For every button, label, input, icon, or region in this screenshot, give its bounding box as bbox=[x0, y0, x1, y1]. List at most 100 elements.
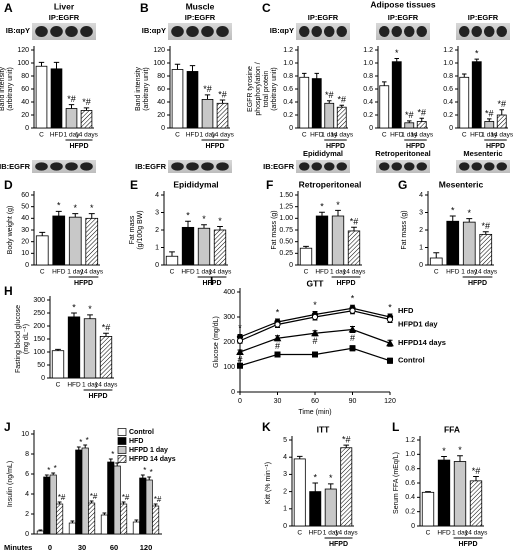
bar bbox=[379, 85, 390, 129]
bar bbox=[429, 257, 443, 266]
y-tick-label: 0.6 bbox=[443, 86, 453, 93]
error-bar bbox=[327, 100, 332, 104]
significance: *# bbox=[417, 108, 426, 118]
significance: * bbox=[57, 201, 61, 211]
marker bbox=[236, 347, 244, 355]
error-bar bbox=[55, 210, 62, 216]
y-tick-label: 0.8 bbox=[363, 73, 373, 80]
y-axis-label: Body weight (g) bbox=[7, 206, 14, 255]
blot-side-label: IB:αpY bbox=[142, 26, 166, 35]
error-bar bbox=[319, 211, 325, 216]
bar bbox=[36, 530, 44, 535]
x-tick-label: 14 days bbox=[343, 269, 367, 276]
x-tick-label: 60 bbox=[311, 398, 319, 405]
error-bar bbox=[327, 483, 334, 490]
blot-band bbox=[324, 162, 335, 171]
x-tick-label: 14 days bbox=[95, 382, 119, 389]
y-tick-label: 4 bbox=[283, 454, 287, 461]
panel-label: L bbox=[392, 420, 399, 434]
significance: *# bbox=[472, 466, 481, 476]
marker bbox=[312, 351, 318, 358]
panel-label: F bbox=[266, 178, 273, 192]
y-tick-label: 150 bbox=[33, 336, 45, 343]
error-bar bbox=[134, 519, 139, 522]
x-tick-label: HFD bbox=[390, 132, 404, 139]
panel-label: A bbox=[4, 1, 13, 15]
y-tick-label: 0 bbox=[449, 125, 453, 132]
group-label: HFPD bbox=[336, 280, 355, 287]
y-tick-label: 0.4 bbox=[363, 99, 373, 106]
significance: # bbox=[350, 333, 355, 343]
x-tick-label: C bbox=[39, 132, 44, 139]
bar bbox=[324, 102, 335, 129]
error-bar bbox=[70, 520, 75, 523]
blot-band bbox=[496, 26, 507, 37]
blot-top bbox=[376, 23, 430, 40]
x-tick-label: HFD bbox=[67, 382, 81, 389]
blot-band bbox=[186, 26, 199, 37]
y-tick-label: 10 bbox=[21, 250, 29, 257]
series-label: HFD bbox=[398, 306, 414, 315]
y-tick-label: 1 bbox=[283, 506, 287, 513]
blot-bottom bbox=[168, 160, 232, 173]
y-tick-label: 4 bbox=[25, 491, 29, 498]
marker bbox=[236, 337, 244, 344]
y-tick-label: 0.4 bbox=[405, 494, 415, 501]
bar bbox=[479, 233, 493, 266]
blot-bottom bbox=[296, 160, 350, 173]
group-label: HFPD bbox=[326, 143, 345, 150]
significance: * bbox=[329, 473, 333, 483]
x-tick-label: HFD bbox=[446, 269, 460, 276]
marker bbox=[387, 357, 393, 364]
significance: *# bbox=[82, 97, 91, 107]
bar bbox=[50, 68, 63, 129]
error-bar bbox=[71, 312, 77, 317]
bar bbox=[213, 229, 227, 266]
panel-label: B bbox=[140, 1, 149, 15]
bar bbox=[391, 61, 402, 129]
bar bbox=[437, 459, 451, 527]
legend-swatch bbox=[117, 437, 127, 445]
y-tick-label: 3 bbox=[155, 209, 159, 216]
x-tick-label: 1 day bbox=[200, 132, 217, 139]
y-tick-label: 40 bbox=[21, 99, 29, 106]
y-tick-label: 1.0 bbox=[363, 60, 373, 67]
y-tick-label: 1.2 bbox=[283, 47, 293, 54]
significance: # bbox=[312, 336, 317, 346]
y-axis-label: Insulin (ng/mL) bbox=[7, 461, 14, 507]
x-tick-label: 1 day bbox=[64, 132, 81, 139]
error-bar bbox=[351, 226, 357, 231]
y-tick-label: 0.8 bbox=[283, 73, 293, 80]
bar bbox=[100, 514, 108, 535]
bar bbox=[459, 76, 470, 129]
x-tick-label: 1 day bbox=[196, 269, 213, 276]
error-bar bbox=[39, 231, 46, 236]
blot-top bbox=[32, 23, 96, 40]
bar bbox=[56, 503, 64, 535]
bar bbox=[132, 521, 140, 535]
y-tick-label: 0 bbox=[283, 523, 287, 530]
bar bbox=[299, 247, 313, 266]
significance: * bbox=[458, 445, 462, 455]
significance: * bbox=[111, 450, 114, 459]
x-axis-label: Time (min) bbox=[298, 409, 331, 416]
bar bbox=[152, 505, 160, 535]
y-axis-label: Fat mass (g) bbox=[271, 210, 278, 249]
blot-band bbox=[35, 162, 48, 171]
legend-label: HFPD 14 days bbox=[129, 456, 176, 463]
group-label: HFPD bbox=[205, 143, 224, 150]
error-bar bbox=[343, 444, 350, 448]
panel-label: J bbox=[4, 420, 11, 434]
y-tick-label: 40 bbox=[21, 215, 29, 222]
error-bar bbox=[302, 72, 307, 78]
bar bbox=[340, 447, 353, 527]
marker bbox=[386, 316, 394, 323]
x-tick-label: 1 day bbox=[323, 530, 340, 537]
x-tick-label: C bbox=[462, 132, 467, 139]
marker bbox=[274, 321, 281, 328]
marker bbox=[274, 351, 281, 358]
y-tick-label: 0 bbox=[289, 262, 293, 269]
bar bbox=[68, 216, 82, 266]
blot-band bbox=[471, 162, 482, 171]
x-tick-label: 30 bbox=[274, 398, 282, 405]
